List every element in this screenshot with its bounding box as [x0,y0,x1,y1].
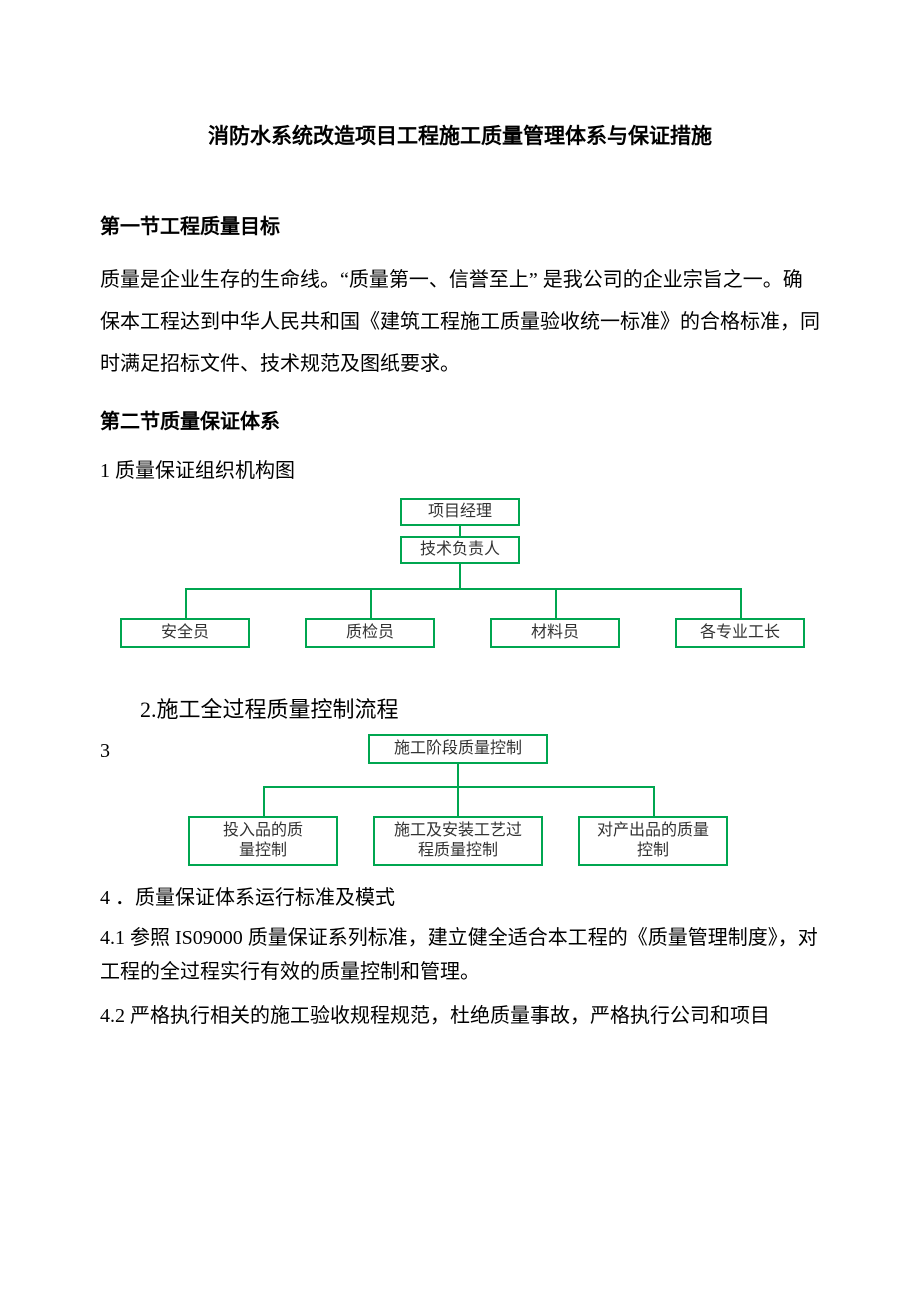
chart-node: 各专业工长 [675,618,805,648]
chart-connector [185,588,741,590]
chart-connector [653,786,655,816]
item-4-1: 4.1 参照 IS09000 质量保证系列标准，建立健全适合本工程的《质量管理制… [100,921,820,989]
chart-node: 材料员 [490,618,620,648]
chart-connector [459,564,461,588]
chart-node: 施工及安装工艺过 程质量控制 [373,816,543,866]
chart-node: 项目经理 [400,498,520,526]
section-1-heading: 第一节工程质量目标 [100,210,820,239]
section-2-heading: 第二节质量保证体系 [100,405,820,434]
item-2-label: 2.施工全过程质量控制流程 [140,692,820,724]
chart-node: 投入品的质 量控制 [188,816,338,866]
document-page: 消防水系统改造项目工程施工质量管理体系与保证措施 第一节工程质量目标 质量是企业… [0,0,920,1123]
chart-connector [263,786,265,816]
flow-chart: 施工阶段质量控制投入品的质 量控制施工及安装工艺过 程质量控制对产出品的质量 控… [178,734,738,869]
chart-connector [457,764,459,786]
document-title: 消防水系统改造项目工程施工质量管理体系与保证措施 [100,120,820,150]
chart-connector [457,786,459,816]
chart-connector [185,588,187,618]
chart-connector [555,588,557,618]
chart-node: 施工阶段质量控制 [368,734,548,764]
chart-node: 对产出品的质量 控制 [578,816,728,866]
item-4-2: 4.2 严格执行相关的施工验收规程规范，杜绝质量事故，严格执行公司和项目 [100,999,820,1033]
chart-node: 技术负责人 [400,536,520,564]
item-3-number: 3 [100,734,110,768]
chart-node: 质检员 [305,618,435,648]
flow-chart-row: 3 施工阶段质量控制投入品的质 量控制施工及安装工艺过 程质量控制对产出品的质量… [100,734,820,877]
chart-connector [740,588,742,618]
org-chart: 项目经理技术负责人安全员 质检员 材料员 各专业工长 [100,498,820,668]
chart-node: 安全员 [120,618,250,648]
item-1-label: 1 质量保证组织机构图 [100,454,820,488]
chart-connector [459,526,461,536]
chart-connector [370,588,372,618]
item-4-label: 4 ．质量保证体系运行标准及模式 [100,881,820,915]
section-1-body: 质量是企业生存的生命线。“质量第一、信誉至上” 是我公司的企业宗旨之一。确保本工… [100,259,820,385]
